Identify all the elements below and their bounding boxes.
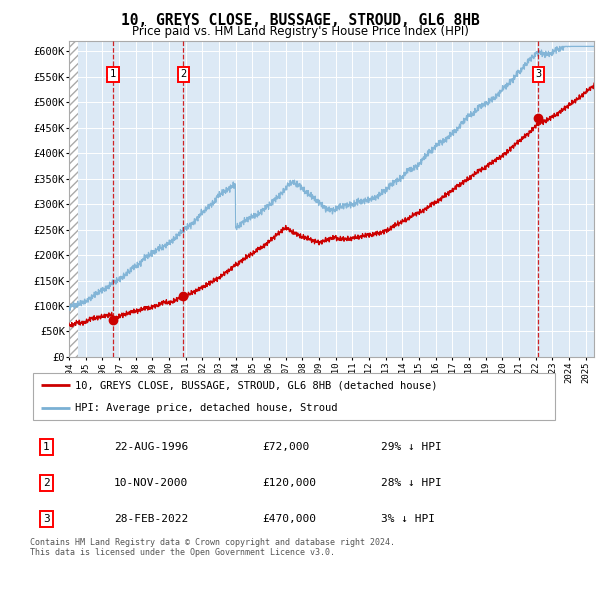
Text: 28% ↓ HPI: 28% ↓ HPI xyxy=(381,478,442,488)
Text: Price paid vs. HM Land Registry's House Price Index (HPI): Price paid vs. HM Land Registry's House … xyxy=(131,25,469,38)
FancyBboxPatch shape xyxy=(32,373,556,420)
Text: £120,000: £120,000 xyxy=(262,478,316,488)
Bar xyxy=(69,41,78,357)
Text: HPI: Average price, detached house, Stroud: HPI: Average price, detached house, Stro… xyxy=(75,404,337,414)
Text: 29% ↓ HPI: 29% ↓ HPI xyxy=(381,442,442,451)
Text: 3% ↓ HPI: 3% ↓ HPI xyxy=(381,514,435,524)
Text: £72,000: £72,000 xyxy=(262,442,310,451)
Text: 10-NOV-2000: 10-NOV-2000 xyxy=(114,478,188,488)
Text: 1: 1 xyxy=(43,442,50,451)
Text: 28-FEB-2022: 28-FEB-2022 xyxy=(114,514,188,524)
Text: 3: 3 xyxy=(535,70,541,80)
Text: 10, GREYS CLOSE, BUSSAGE, STROUD, GL6 8HB (detached house): 10, GREYS CLOSE, BUSSAGE, STROUD, GL6 8H… xyxy=(75,380,437,390)
Text: 2: 2 xyxy=(43,478,50,488)
Text: 1: 1 xyxy=(110,70,116,80)
Text: 10, GREYS CLOSE, BUSSAGE, STROUD, GL6 8HB: 10, GREYS CLOSE, BUSSAGE, STROUD, GL6 8H… xyxy=(121,13,479,28)
Text: 3: 3 xyxy=(43,514,50,524)
Text: Contains HM Land Registry data © Crown copyright and database right 2024.
This d: Contains HM Land Registry data © Crown c… xyxy=(30,538,395,558)
Text: 2: 2 xyxy=(180,70,187,80)
Text: £470,000: £470,000 xyxy=(262,514,316,524)
Text: 22-AUG-1996: 22-AUG-1996 xyxy=(114,442,188,451)
